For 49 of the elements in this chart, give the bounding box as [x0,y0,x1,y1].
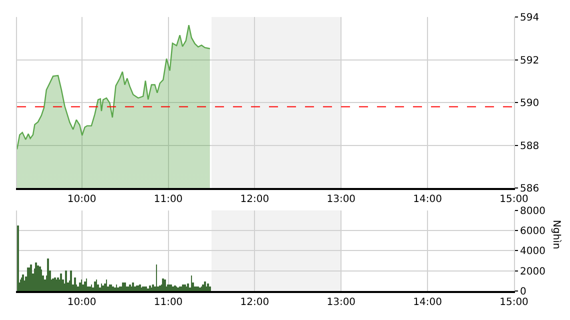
y-tick-label: 588 [520,140,540,152]
bar [164,279,166,291]
y-tick-label: 0 [520,286,526,298]
x-tick-label: 13:00 [326,297,356,308]
y-tick-label: 8000 [520,206,546,217]
y-tick-label: 2000 [520,266,546,278]
bar [209,286,211,291]
x-tick-label: 14:00 [413,297,442,308]
bar [47,258,49,291]
bar [132,282,134,291]
x-tick-label: 12:00 [240,297,270,308]
bar [40,269,42,291]
bar [152,284,154,291]
bar [70,270,72,291]
bar [204,281,206,291]
bar [124,282,126,291]
bar [17,225,19,291]
bar [22,274,24,291]
bar [60,273,62,291]
bar [207,283,209,291]
bar [117,287,119,291]
bar [79,282,81,291]
y-tick-label: 6000 [520,226,546,238]
x-tick-label: 11:00 [154,297,183,308]
y-tick-label: 590 [520,98,540,109]
x-tick-label: 10:00 [67,194,96,206]
bar [35,262,37,291]
bar [114,287,116,291]
bar [30,264,32,291]
x-tick-label: 15:00 [500,297,528,308]
bar [139,284,141,291]
y-tick-label: 4000 [520,246,546,258]
y-tick-label: 586 [520,184,540,195]
y-tick-label: 594 [520,12,540,24]
bar [99,287,101,291]
x-tick-label: 12:00 [240,194,270,206]
bar [187,283,189,291]
y-axis-title: Nghìn [550,220,562,250]
x-tick-label: 11:00 [154,194,183,206]
y-tick-label: 592 [520,55,540,66]
bar [122,282,124,291]
x-tick-label: 10:00 [67,297,96,308]
x-tick-label: 14:00 [413,194,442,206]
bar [84,281,86,291]
x-tick-label: 15:00 [500,194,528,206]
bar [104,283,106,291]
bar [162,278,164,291]
x-tick-label: 13:00 [326,194,356,206]
bar [65,270,67,291]
